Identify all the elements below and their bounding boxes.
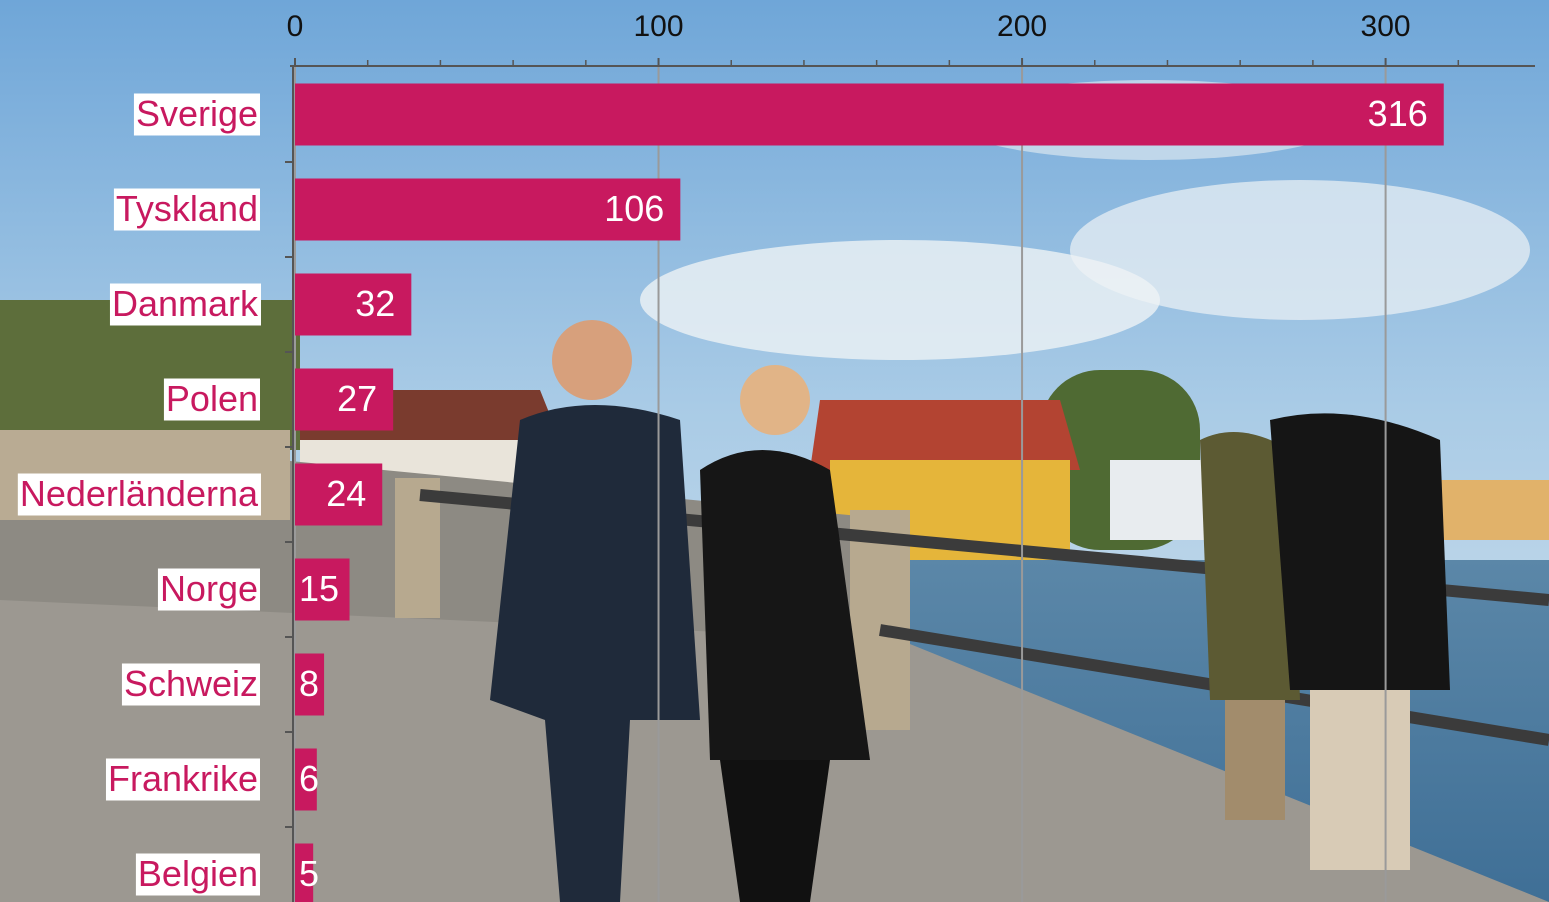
- y-tick-label: Nederländerna: [20, 473, 259, 514]
- bar: [295, 843, 314, 902]
- category-label-background: [133, 93, 260, 136]
- x-tick-label: 0: [287, 10, 304, 43]
- value-label: 106: [604, 188, 664, 229]
- x-tick-label: 300: [1361, 10, 1411, 43]
- value-label: 6: [299, 758, 319, 799]
- bar: [295, 558, 350, 621]
- bar: [295, 178, 681, 241]
- y-tick-label: Belgien: [138, 853, 258, 894]
- y-tick-label: Sverige: [136, 93, 258, 134]
- y-tick-label: Danmark: [112, 283, 259, 324]
- category-label-background: [121, 663, 260, 706]
- category-label-background: [157, 568, 260, 611]
- value-label: 24: [326, 473, 366, 514]
- bar: [295, 273, 412, 336]
- value-label: 5: [299, 853, 319, 894]
- category-label-background: [109, 283, 261, 326]
- bar: [295, 748, 317, 811]
- value-label: 8: [299, 663, 319, 704]
- x-tick-label: 100: [633, 10, 683, 43]
- category-label-background: [105, 758, 260, 801]
- value-label: 15: [299, 568, 339, 609]
- y-tick-label: Polen: [166, 378, 258, 419]
- category-label-background: [163, 378, 260, 421]
- x-tick-label: 200: [997, 10, 1047, 43]
- bar: [295, 368, 394, 431]
- bar: [295, 463, 383, 526]
- bar: [295, 653, 325, 716]
- bar: [295, 83, 1444, 146]
- category-label-background: [113, 188, 260, 231]
- value-label: 32: [355, 283, 395, 324]
- category-label-background: [135, 853, 260, 896]
- y-tick-label: Tyskland: [116, 188, 258, 229]
- category-label-background: [17, 473, 261, 516]
- plot: 0 100 200 300 Sverige 316 Tyskland 106 Danmark 32…: [17, 10, 1535, 902]
- value-label: 316: [1368, 93, 1428, 134]
- y-tick-label: Frankrike: [108, 758, 258, 799]
- y-tick-label: Schweiz: [124, 663, 258, 704]
- value-label: 27: [337, 378, 377, 419]
- y-tick-label: Norge: [160, 568, 258, 609]
